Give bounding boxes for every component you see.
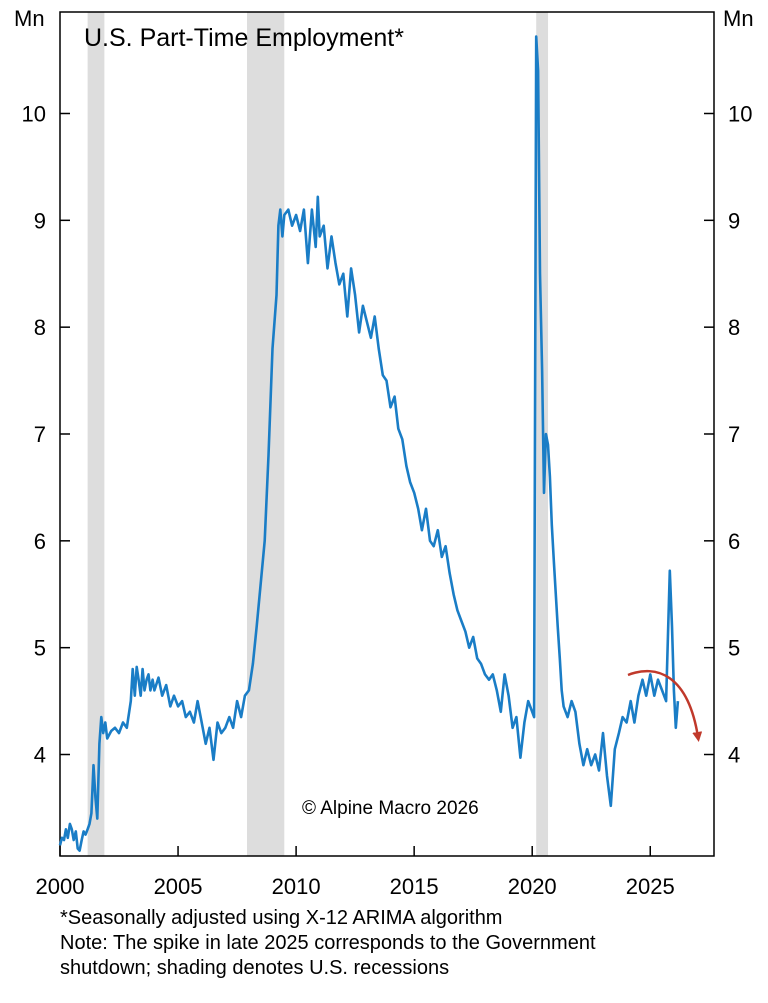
x-tick-label-2010: 2010 <box>272 874 321 899</box>
y-axis-unit-left: Mn <box>14 6 45 31</box>
downward-trend-arrow <box>627 669 703 742</box>
part-time-employment-chart: 2000 2005 2010 2015 2020 2025 4 4 5 5 6 6 7 7 8 8 9 9 10 10… <box>14 6 754 899</box>
axis-tick-labels: 2000 2005 2010 2015 2020 2025 4 4 5 5 6 6 7 7 8 8 9 9 10 10 <box>22 101 753 899</box>
y-tick-label-left-7: 7 <box>34 422 46 447</box>
recession-band-1 <box>87 12 105 856</box>
y-tick-label-right-6: 6 <box>728 529 740 554</box>
x-tick-label-2015: 2015 <box>390 874 439 899</box>
y-tick-label-left-8: 8 <box>34 315 46 340</box>
x-tick-label-2025: 2025 <box>626 874 675 899</box>
chart-credit: © Alpine Macro 2026 <box>302 798 479 819</box>
y-tick-label-left-4: 4 <box>34 743 46 768</box>
y-tick-label-left-9: 9 <box>34 208 46 233</box>
y-tick-label-right-5: 5 <box>728 636 740 661</box>
series-line-group <box>58 35 680 852</box>
chart-title: U.S. Part-Time Employment* <box>84 24 404 52</box>
y-tick-label-right-10: 10 <box>728 101 752 126</box>
axis-ticks <box>59 112 714 856</box>
y-tick-label-left-5: 5 <box>34 636 46 661</box>
series-line-1 <box>58 35 680 852</box>
footnote-seasonal-adjustment: *Seasonally adjusted using X-12 ARIMA al… <box>60 907 503 929</box>
y-tick-label-left-6: 6 <box>34 529 46 554</box>
footnote-note-line-1: Note: The spike in late 2025 corresponds… <box>60 932 596 954</box>
y-tick-label-left-10: 10 <box>22 101 46 126</box>
x-tick-label-2000: 2000 <box>36 874 85 899</box>
recession-band-2 <box>246 12 285 856</box>
y-tick-label-right-4: 4 <box>728 743 740 768</box>
x-tick-label-2005: 2005 <box>154 874 203 899</box>
y-tick-label-right-7: 7 <box>728 422 740 447</box>
footnotes: *Seasonally adjusted using X-12 ARIMA al… <box>60 906 760 981</box>
y-tick-label-right-9: 9 <box>728 208 740 233</box>
y-tick-label-right-8: 8 <box>728 315 740 340</box>
recession-shading <box>87 12 549 856</box>
footnote-note-line-2: shutdown; shading denotes U.S. recession… <box>60 957 450 979</box>
plot-frame <box>59 11 715 857</box>
x-tick-label-2020: 2020 <box>508 874 557 899</box>
y-axis-unit-right: Mn <box>723 6 754 31</box>
